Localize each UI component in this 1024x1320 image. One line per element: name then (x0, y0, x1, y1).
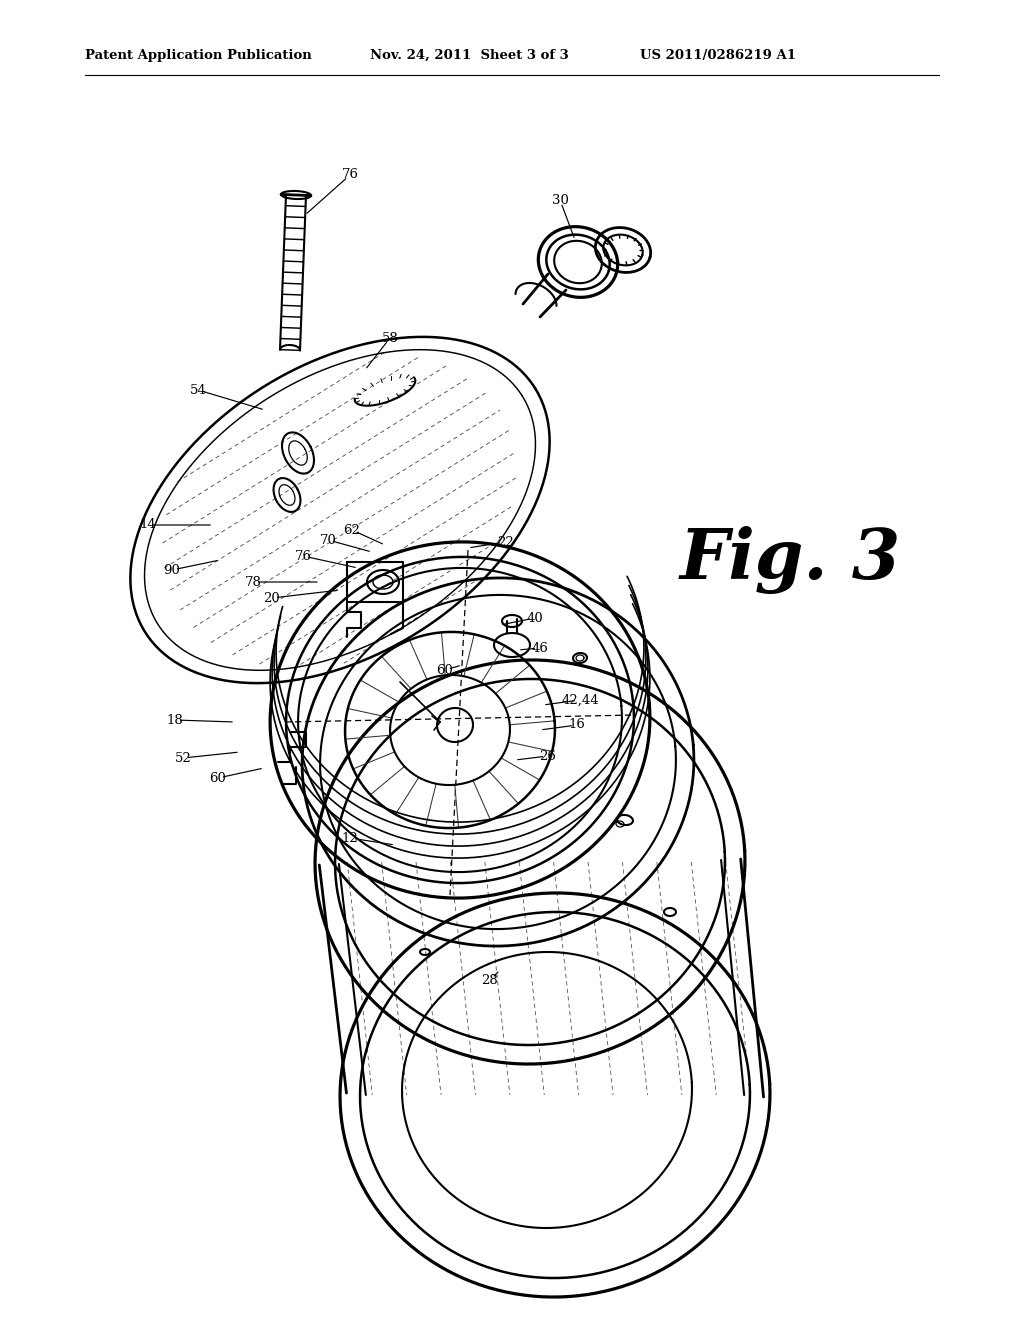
Text: 58: 58 (382, 331, 398, 345)
Text: 54: 54 (189, 384, 207, 396)
Text: Fig. 3: Fig. 3 (680, 525, 901, 594)
Text: 46: 46 (531, 642, 549, 655)
Text: 12: 12 (342, 832, 358, 845)
Text: 16: 16 (568, 718, 586, 731)
Text: Nov. 24, 2011  Sheet 3 of 3: Nov. 24, 2011 Sheet 3 of 3 (370, 49, 568, 62)
Text: 18: 18 (167, 714, 183, 726)
Text: 40: 40 (526, 611, 544, 624)
Text: 76: 76 (295, 549, 311, 562)
Text: Patent Application Publication: Patent Application Publication (85, 49, 311, 62)
Text: 28: 28 (481, 974, 499, 986)
Text: 22: 22 (497, 536, 513, 549)
Text: 62: 62 (344, 524, 360, 536)
Text: 60: 60 (210, 771, 226, 784)
Text: 52: 52 (175, 751, 191, 764)
Text: 60: 60 (436, 664, 454, 676)
Text: 14: 14 (139, 519, 157, 532)
Text: 70: 70 (319, 533, 337, 546)
Text: 26: 26 (540, 750, 556, 763)
Text: 42,44: 42,44 (561, 693, 599, 706)
Text: 30: 30 (552, 194, 568, 206)
Text: 90: 90 (164, 564, 180, 577)
Text: 20: 20 (263, 591, 281, 605)
Text: 76: 76 (341, 169, 358, 181)
Text: US 2011/0286219 A1: US 2011/0286219 A1 (640, 49, 796, 62)
Text: 78: 78 (245, 576, 261, 589)
